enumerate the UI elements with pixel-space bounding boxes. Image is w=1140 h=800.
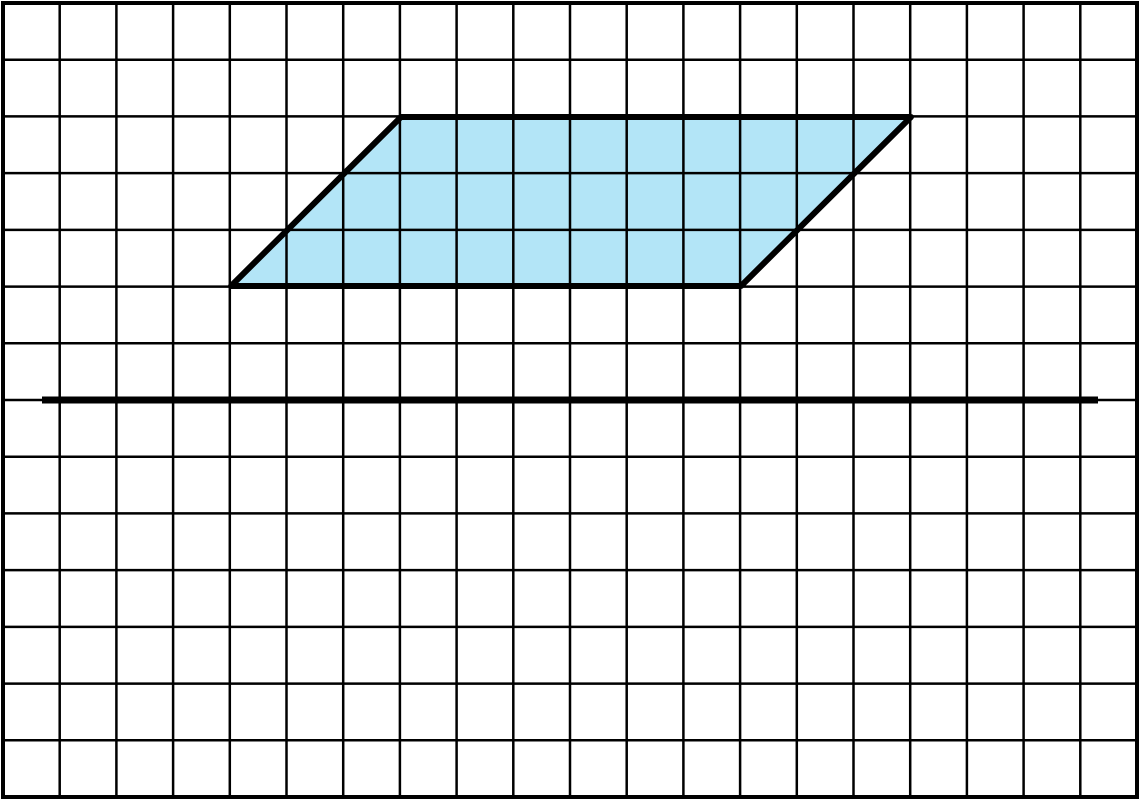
parallelogram bbox=[228, 114, 914, 289]
